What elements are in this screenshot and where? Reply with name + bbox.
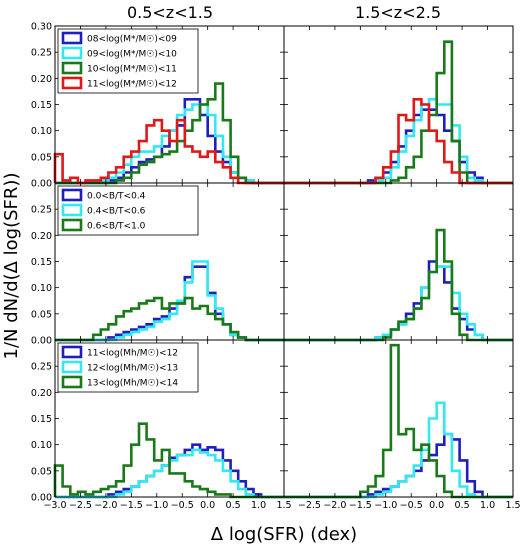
x-tick-label: −1.0: [374, 500, 397, 511]
legend-label: 08<log(M*/M☉)<09: [87, 35, 177, 45]
x-tick-label: 0.5: [455, 500, 470, 511]
x-tick-label: −1.0: [145, 500, 168, 511]
y-tick-label: 0.15: [31, 414, 52, 425]
y-tick-label: 0.20: [31, 388, 52, 399]
y-tick-label: 0.20: [31, 231, 52, 242]
x-tick-label: −0.5: [400, 500, 423, 511]
legend-swatch: [61, 188, 83, 202]
y-tick-label: 0.15: [31, 100, 52, 111]
y-tick-label: 0.10: [31, 126, 52, 137]
y-tick-label: 0.15: [31, 257, 52, 268]
x-tick-label: −2.5: [298, 500, 321, 511]
x-tick-label: −1.5: [349, 500, 372, 511]
y-tick-label: 0.00: [31, 179, 52, 190]
histogram-series-r1-c0-s1: [55, 260, 284, 342]
x-tick-label: 1.0: [251, 500, 266, 511]
histogram-series-r1-c1-s2: [284, 228, 513, 342]
x-tick-label: −3.0: [43, 500, 66, 511]
x-tick-label: −2.0: [94, 500, 117, 511]
legend-swatch: [61, 218, 83, 232]
legend-swatch: [61, 375, 83, 389]
x-tick-label: −2.5: [69, 500, 92, 511]
legend-label: 0.0<B/T<0.4: [87, 192, 146, 202]
y-tick-label: 0.30: [31, 22, 52, 33]
y-axis-label: 1/N dN/d(Δ log(SFR)): [1, 173, 22, 360]
y-tick-label: 0.20: [31, 74, 52, 85]
y-tick-label: 0.25: [31, 362, 52, 373]
legend-label: 13<log(Mh/M☉)<14: [87, 379, 178, 389]
histogram-series-r2-c1-s2: [284, 343, 513, 499]
y-tick-label: 0.05: [31, 309, 52, 320]
legend-label: 11<log(Mh/M☉)<12: [87, 349, 178, 359]
y-tick-label: 0.00: [31, 493, 52, 504]
x-tick-label: 1.5: [505, 500, 520, 511]
x-tick-label: 0.0: [200, 500, 215, 511]
legend-swatch: [61, 31, 83, 45]
x-axis-label: Δ log(SFR) (dex): [211, 524, 357, 545]
y-tick-label: 0.25: [31, 205, 52, 216]
legend-label: 0.6<B/T<1.0: [87, 222, 146, 232]
panels-group: 0.00 0.05 0.10 0.15 0.20 0.25 0.30 08<log(M*/M☉…: [31, 22, 520, 512]
y-tick-label: 0.25: [31, 48, 52, 59]
column-title-right: 1.5<z<2.5: [355, 3, 441, 22]
x-tick-label: 1.0: [480, 500, 495, 511]
x-tick-label: −0.5: [171, 500, 194, 511]
legend-label: 12<log(Mh/M☉)<13: [87, 364, 178, 374]
legend-swatch: [61, 203, 83, 217]
histogram-series-r0-c1-s3: [284, 98, 513, 185]
y-tick-label: 0.05: [31, 466, 52, 477]
legend-swatch: [61, 76, 83, 90]
x-tick-label: −1.5: [120, 500, 143, 511]
y-tick-label: 0.10: [31, 440, 52, 451]
y-tick-label: 0.00: [31, 336, 52, 347]
legend-label: 09<log(M*/M☉)<10: [87, 50, 177, 60]
x-tick-label: 0.0: [429, 500, 444, 511]
legend-label: 0.4<B/T<0.6: [87, 207, 146, 217]
x-tick-label: 1.5: [276, 500, 291, 511]
y-tick-label: 0.05: [31, 152, 52, 163]
legend-label: 11<log(M*/M☉)<12: [87, 80, 177, 90]
x-tick-label: −2.0: [323, 500, 346, 511]
x-tick-label: 0.5: [226, 500, 241, 511]
legend-swatch: [61, 345, 83, 359]
panel-frame-r1-c1: [283, 182, 514, 341]
y-tick-label: 0.10: [31, 283, 52, 294]
column-title-left: 0.5<z<1.5: [127, 3, 213, 22]
legend-swatch: [61, 360, 83, 374]
legend-swatch: [61, 61, 83, 75]
legend-label: 10<log(M*/M☉)<11: [87, 65, 177, 75]
legend-swatch: [61, 46, 83, 60]
histogram-series-r2-c0-s2: [53, 422, 284, 499]
histogram-series-r0-c0-s3: [53, 118, 284, 185]
histogram-series-r1-c0-s2: [55, 296, 284, 342]
